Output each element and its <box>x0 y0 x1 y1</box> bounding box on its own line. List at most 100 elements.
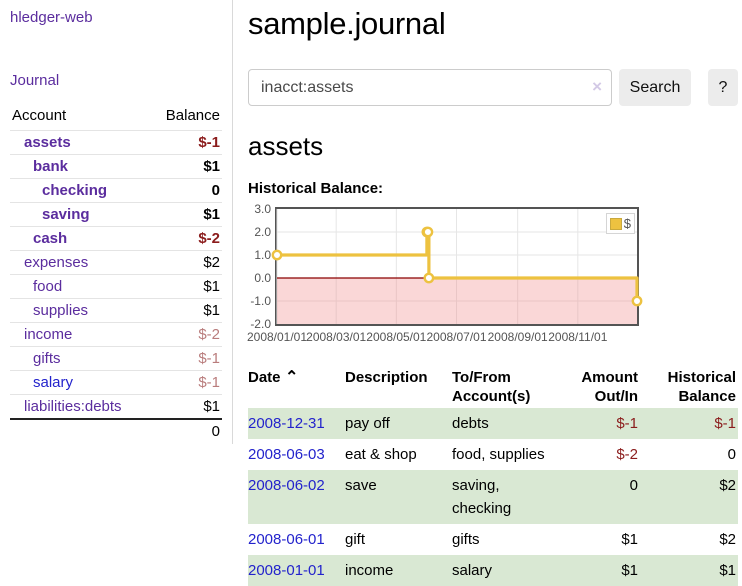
x-axis-tick-label: 2008/01/01 <box>246 330 308 344</box>
clear-search-icon[interactable]: × <box>592 77 602 96</box>
y-axis-tick-label: 3.0 <box>254 202 271 216</box>
transaction-amount: $1 <box>621 531 638 548</box>
register-header-row: Date ⌃ Description To/From Account(s) Amount… <box>248 366 738 408</box>
account-link-assets[interactable]: assets <box>24 134 71 151</box>
transaction-accounts: salary <box>452 562 493 579</box>
account-balance: $-2 <box>150 322 222 347</box>
accounts-total-value: 0 <box>150 418 222 443</box>
transaction-row: 2008-12-31 pay off debts $-1 $-1 <box>248 408 738 439</box>
accounts-header-row: Account Balance <box>10 104 222 131</box>
register-table: Date ⌃ Description To/From Account(s) Amount… <box>248 366 738 586</box>
transaction-row: 2008-01-01 income salary $1 $1 <box>248 555 738 586</box>
transaction-amount: 0 <box>629 477 638 494</box>
app-title-link[interactable]: hledger-web <box>10 9 93 26</box>
account-row: salary $-1 <box>10 370 222 395</box>
x-axis-tick-label: 2008/03/01 <box>306 330 367 344</box>
register-tbody: 2008-12-31 pay off debts $-1 $-1 2008-06-03 ea… <box>248 408 738 586</box>
transaction-balance: $1 <box>719 562 736 579</box>
transaction-date-link[interactable]: 2008-12-31 <box>248 415 325 432</box>
transaction-row: 2008-06-03 eat & shop food, supplies $-2 0 <box>248 439 738 470</box>
chart-plot-area[interactable]: $ <box>271 207 643 326</box>
transaction-description: pay off <box>345 415 390 432</box>
account-row: income $-2 <box>10 322 222 347</box>
account-link-checking[interactable]: checking <box>42 182 108 199</box>
account-link-cash[interactable]: cash <box>33 230 68 247</box>
account-balance: $-1 <box>150 130 222 155</box>
transaction-amount: $-1 <box>616 415 638 432</box>
transaction-amount: $1 <box>621 562 638 579</box>
transaction-accounts: debts <box>452 415 489 432</box>
transaction-amount: $-2 <box>616 446 638 463</box>
transaction-description: income <box>345 562 394 579</box>
transaction-balance: $2 <box>719 477 736 494</box>
y-axis-tick-label: 2.0 <box>254 225 271 239</box>
account-link-gifts[interactable]: gifts <box>33 350 61 367</box>
account-balance: $2 <box>150 250 222 275</box>
y-axis-tick-label: -1.0 <box>250 294 271 308</box>
account-balance: $1 <box>150 154 222 179</box>
account-row: supplies $1 <box>10 298 222 323</box>
account-row: liabilities:debts $1 <box>10 394 222 419</box>
transaction-balance: 0 <box>727 446 736 463</box>
transaction-date-link[interactable]: 2008-06-01 <box>248 531 325 548</box>
chart-title: Historical Balance: <box>248 180 384 197</box>
account-link-salary[interactable]: salary <box>33 374 74 391</box>
account-link-saving[interactable]: saving <box>42 206 90 223</box>
transaction-description: save <box>345 477 377 494</box>
account-heading: assets <box>248 131 324 161</box>
x-axis-tick-label: 2008/09/01 <box>487 330 548 344</box>
transaction-balance: $-1 <box>714 415 736 432</box>
search-input-wrap: × <box>248 69 612 106</box>
account-row: food $1 <box>10 274 222 299</box>
account-link-food[interactable]: food <box>33 278 63 295</box>
account-row: expenses $2 <box>10 250 222 275</box>
transaction-accounts: gifts <box>452 531 480 548</box>
register-header-amount: Amount Out/In <box>581 369 638 405</box>
main-content: sample.journal × Search ? assets Histori… <box>246 0 738 586</box>
account-balance: $-1 <box>150 370 222 395</box>
transaction-row: 2008-06-02 save saving, checking 0 $2 <box>248 470 738 524</box>
accounts-header-account: Account <box>12 107 67 124</box>
transaction-row: 2008-06-01 gift gifts $1 $2 <box>248 524 738 555</box>
sidebar-item-journal[interactable]: Journal <box>10 72 60 89</box>
register-header-description: Description <box>345 369 428 386</box>
x-axis-tick-label: 2008/11/01 <box>548 330 608 344</box>
y-axis-tick-label: 0.0 <box>254 271 271 285</box>
account-row: assets $-1 <box>10 130 222 155</box>
x-axis-tick-label: 2008/07/01 <box>426 330 487 344</box>
account-row: cash $-2 <box>10 226 222 251</box>
register-header-tofrom: To/From Account(s) <box>452 369 531 405</box>
account-balance: $-2 <box>150 226 222 251</box>
sort-ascending-icon[interactable]: ⌃ <box>280 369 299 386</box>
transaction-accounts: saving, checking <box>452 477 512 517</box>
account-link-income[interactable]: income <box>24 326 73 343</box>
accounts-header-balance: Balance <box>165 107 220 124</box>
account-balance: $1 <box>150 274 222 299</box>
help-button[interactable]: ? <box>708 69 738 106</box>
register-header-historical: Historical Balance <box>667 369 736 405</box>
y-axis-tick-label: -2.0 <box>250 317 271 331</box>
transaction-accounts: food, supplies <box>452 446 545 463</box>
account-link-bank[interactable]: bank <box>33 158 69 175</box>
transaction-date-link[interactable]: 2008-06-03 <box>248 446 325 463</box>
search-button[interactable]: Search <box>619 69 691 106</box>
account-balance: 0 <box>150 178 222 203</box>
account-balance: $-1 <box>150 346 222 371</box>
register-header-date[interactable]: Date ⌃ <box>248 369 299 386</box>
account-link-supplies[interactable]: supplies <box>33 302 89 319</box>
transaction-balance: $2 <box>719 531 736 548</box>
account-balance: $1 <box>150 394 222 419</box>
balance-chart: $ 3.0 2.0 1.0 0.0 -1.0 -2.0 2008/01/01 2008/03/… <box>246 202 738 347</box>
account-link-liabilities-debts[interactable]: liabilities:debts <box>24 398 122 415</box>
transaction-description: gift <box>345 531 366 548</box>
account-link-expenses[interactable]: expenses <box>24 254 89 271</box>
account-row: saving $1 <box>10 202 222 227</box>
account-row: checking 0 <box>10 178 222 203</box>
transaction-description: eat & shop <box>345 446 417 463</box>
search-input[interactable] <box>248 69 612 106</box>
transaction-date-link[interactable]: 2008-01-01 <box>248 562 325 579</box>
transaction-date-link[interactable]: 2008-06-02 <box>248 477 325 494</box>
account-balance: $1 <box>150 202 222 227</box>
accounts-table: Account Balance assets $-1 bank $1 checking 0… <box>10 104 222 443</box>
account-balance: $1 <box>150 298 222 323</box>
